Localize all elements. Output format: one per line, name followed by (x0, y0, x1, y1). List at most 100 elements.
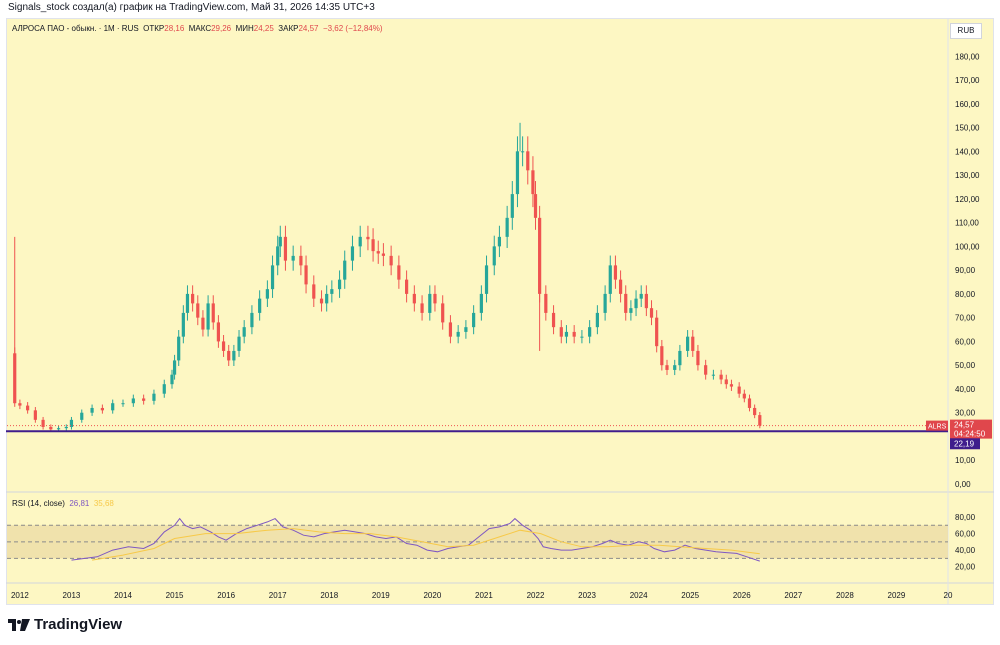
candle-body[interactable] (283, 236, 288, 261)
candle-body[interactable] (242, 327, 246, 337)
candle-body[interactable] (448, 322, 453, 337)
candle-body[interactable] (753, 407, 757, 416)
candle-body[interactable] (758, 415, 762, 426)
candle-body[interactable] (304, 265, 308, 285)
candle-body[interactable] (405, 279, 409, 294)
candle-body[interactable] (227, 350, 231, 361)
candle-body[interactable] (618, 279, 623, 294)
candle-body[interactable] (551, 312, 556, 328)
candle-body[interactable] (121, 403, 125, 405)
candle-body[interactable] (747, 398, 752, 408)
candle-body[interactable] (572, 331, 576, 337)
tradingview-brand[interactable]: TradingView (8, 616, 122, 633)
candle-body[interactable] (291, 255, 295, 261)
candle-body[interactable] (90, 407, 94, 413)
candle-body[interactable] (206, 303, 210, 330)
candle-body[interactable] (608, 265, 612, 294)
candle-body[interactable] (719, 374, 723, 380)
candle-body[interactable] (69, 419, 74, 427)
candle-body[interactable] (678, 350, 682, 366)
candle-body[interactable] (319, 298, 324, 304)
candle-body[interactable] (170, 374, 174, 385)
candle-body[interactable] (131, 398, 135, 404)
candle-body[interactable] (526, 151, 530, 171)
candle-body[interactable] (56, 428, 61, 430)
candle-body[interactable] (533, 194, 538, 218)
candle-body[interactable] (201, 317, 205, 330)
candle-body[interactable] (559, 327, 563, 337)
candle-body[interactable] (420, 303, 424, 313)
candle-body[interactable] (691, 336, 695, 351)
candle-body[interactable] (660, 346, 664, 366)
candle-body[interactable] (673, 365, 677, 370)
candle-body[interactable] (639, 293, 643, 299)
candle-body[interactable] (325, 293, 329, 304)
candle-body[interactable] (366, 236, 370, 240)
candle-body[interactable] (484, 265, 489, 294)
candle-body[interactable] (624, 293, 628, 313)
candle-body[interactable] (521, 151, 525, 153)
candle-body[interactable] (538, 217, 542, 294)
candle-body[interactable] (185, 293, 190, 313)
candle-body[interactable] (634, 298, 638, 309)
candle-body[interactable] (177, 336, 181, 361)
candle-body[interactable] (397, 265, 401, 280)
candle-body[interactable] (152, 393, 156, 401)
candle-body[interactable] (655, 317, 659, 347)
candle-body[interactable] (456, 331, 460, 337)
candle-body[interactable] (724, 379, 728, 385)
candle-body[interactable] (464, 327, 468, 332)
candle-body[interactable] (742, 393, 746, 399)
candle-body[interactable] (337, 279, 342, 290)
candle-body[interactable] (196, 303, 200, 318)
candle-body[interactable] (737, 386, 741, 394)
rsi-line[interactable] (71, 517, 760, 562)
candle-body[interactable] (729, 384, 734, 387)
candle-body[interactable] (588, 327, 592, 337)
candle-body[interactable] (100, 407, 104, 411)
candle-body[interactable] (433, 293, 437, 304)
candle-body[interactable] (265, 289, 269, 299)
candle-body[interactable] (613, 265, 618, 280)
candle-body[interactable] (505, 217, 509, 237)
candle-body[interactable] (232, 350, 236, 361)
candle-body[interactable] (412, 293, 416, 304)
candle-body[interactable] (258, 298, 262, 313)
candle-body[interactable] (510, 194, 514, 218)
candle-body[interactable] (580, 336, 584, 338)
candle-body[interactable] (18, 403, 22, 406)
candle-body[interactable] (142, 398, 146, 401)
candle-body[interactable] (644, 293, 648, 309)
candle-body[interactable] (270, 265, 275, 290)
candle-body[interactable] (162, 384, 166, 394)
candle-body[interactable] (472, 312, 476, 328)
candle-body[interactable] (381, 253, 385, 256)
candle-body[interactable] (330, 289, 334, 294)
candle-body[interactable] (250, 312, 254, 328)
candle-body[interactable] (371, 239, 375, 252)
candle-body[interactable] (278, 236, 282, 247)
candle-body[interactable] (312, 284, 316, 299)
candle-body[interactable] (696, 350, 700, 366)
candle-body[interactable] (276, 246, 280, 266)
candle-body[interactable] (26, 405, 30, 411)
candle-body[interactable] (544, 293, 548, 313)
candle-body[interactable] (33, 410, 37, 420)
candle-body[interactable] (428, 293, 432, 313)
candle-body[interactable] (216, 322, 221, 342)
candle-body[interactable] (595, 312, 599, 328)
candle-body[interactable] (704, 365, 708, 375)
candle-body[interactable] (221, 341, 226, 351)
candle-body[interactable] (629, 308, 633, 313)
candle-body[interactable] (497, 236, 502, 247)
candle-body[interactable] (389, 255, 393, 266)
candle-body[interactable] (441, 303, 445, 323)
chart-frame[interactable] (6, 18, 994, 605)
candle-body[interactable] (492, 246, 496, 266)
currency-button[interactable]: RUB (950, 23, 982, 39)
candle-body[interactable] (211, 303, 215, 323)
candle-body[interactable] (358, 236, 362, 247)
candle-body[interactable] (191, 293, 195, 304)
candle-body[interactable] (237, 336, 241, 351)
